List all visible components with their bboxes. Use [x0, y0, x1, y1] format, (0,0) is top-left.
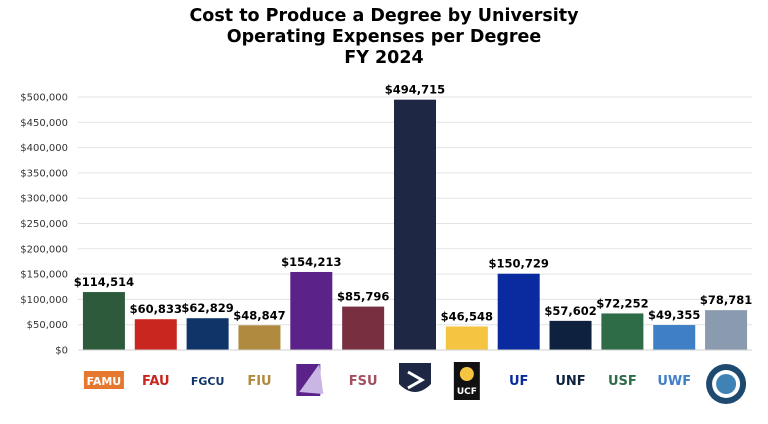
data-label: $494,715 — [385, 83, 445, 97]
y-tick-label: $50,000 — [27, 320, 68, 331]
y-tick-label: $450,000 — [20, 118, 68, 129]
data-label: $46,548 — [441, 309, 493, 323]
logo-text: FSU — [349, 374, 378, 389]
logo-text: UCF — [457, 387, 477, 397]
famu-logo-bg — [83, 371, 124, 389]
y-tick-label: $300,000 — [20, 194, 68, 205]
bar — [186, 318, 229, 350]
y-tick-label: $100,000 — [20, 295, 68, 306]
y-tick-label: $350,000 — [20, 168, 68, 179]
logo-text: USF — [608, 374, 637, 389]
bar — [445, 326, 488, 350]
bar — [653, 325, 696, 350]
data-label: $57,602 — [544, 304, 596, 318]
bar — [601, 313, 644, 350]
bar — [134, 319, 177, 350]
y-tick-label: $400,000 — [20, 143, 68, 154]
data-label: $85,796 — [337, 290, 389, 304]
data-label: $114,514 — [74, 275, 134, 289]
data-label: $62,829 — [181, 301, 233, 315]
chart-title: Cost to Produce a Degree by University O… — [0, 6, 768, 69]
bar — [497, 273, 540, 350]
new-college-logo-wing — [299, 364, 324, 394]
logo-text: FIU — [247, 374, 271, 389]
y-tick-label: $150,000 — [20, 270, 68, 281]
logo-text: UNF — [555, 374, 585, 389]
logo-text: FGCU — [191, 375, 225, 388]
florida-poly-mark-icon — [407, 370, 426, 390]
logo-text: FAU — [142, 374, 170, 389]
data-label: $72,252 — [596, 296, 648, 310]
bar — [394, 99, 436, 350]
bar — [82, 292, 125, 350]
y-tick-label: $500,000 — [20, 93, 68, 104]
chart-title-line-2: Operating Expenses per Degree — [226, 27, 542, 47]
data-label: $49,355 — [648, 308, 700, 322]
state-seal-center — [716, 374, 737, 394]
data-label: $48,847 — [233, 308, 285, 322]
bar — [705, 310, 748, 350]
y-tick-label: $250,000 — [20, 219, 68, 230]
bar — [549, 320, 592, 350]
data-label: $154,213 — [281, 255, 341, 269]
logo-text: UF — [509, 374, 528, 389]
ucf-pegasus-icon — [459, 367, 474, 381]
y-tick-label: $0 — [55, 346, 68, 357]
data-label: $150,729 — [488, 257, 548, 271]
bar — [342, 306, 385, 350]
logo-text: UWF — [657, 374, 691, 389]
y-tick-label: $200,000 — [20, 244, 68, 255]
data-label: $78,781 — [700, 293, 752, 307]
bar — [238, 325, 281, 350]
bar — [290, 271, 333, 350]
chart-title-line-3: FY 2024 — [344, 48, 424, 68]
logo-text: FAMU — [87, 375, 122, 388]
data-label: $60,833 — [130, 302, 182, 316]
chart-title-line-1: Cost to Produce a Degree by University — [189, 6, 579, 26]
